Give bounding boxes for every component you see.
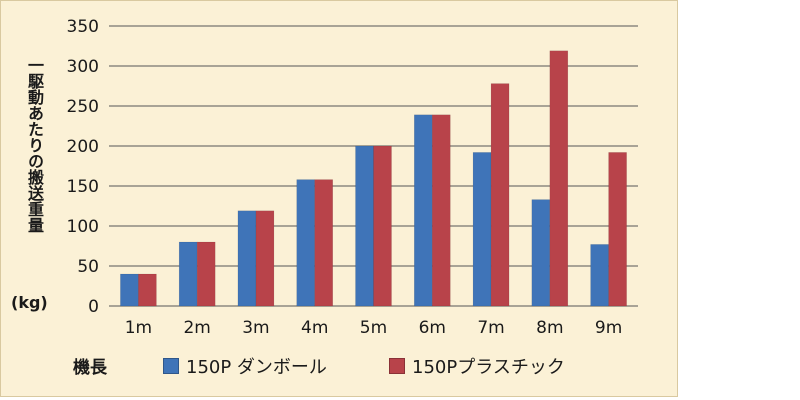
x-tick-label: 8m [536, 318, 563, 338]
bar-cardboard [237, 210, 257, 307]
x-tick-label: 1m [125, 318, 152, 338]
bar-cardboard [590, 244, 609, 307]
bar-cardboard [296, 179, 315, 307]
bar-cardboard [472, 152, 492, 307]
bar-plastic [490, 83, 510, 307]
y-axis-unit: (kg) [11, 293, 48, 312]
bar-plastic [196, 241, 216, 307]
chart-panel: 0 50 100 150 200 250 300 350 1m 2m 3m 4m 5m 6m 7m 8m 9m … [0, 0, 678, 397]
bar-plastic [549, 50, 569, 307]
bar-plastic [432, 114, 451, 307]
bar-cardboard [355, 145, 374, 307]
x-tick-label: 9m [595, 318, 622, 338]
legend-item-plastic: 150Pプラスチック [389, 353, 565, 379]
bar-cardboard [120, 273, 139, 307]
legend-label-cardboard: 150P ダンボール [186, 357, 327, 378]
y-tick-label: 200 [67, 137, 99, 157]
legend-swatch-plastic [389, 358, 405, 374]
y-tick-label: 0 [88, 297, 99, 317]
x-tick-label: 3m [242, 318, 269, 338]
x-tick-label: 2m [183, 318, 210, 338]
legend-label-plastic: 150Pプラスチック [412, 357, 565, 378]
bar-plastic [255, 210, 275, 307]
legend-swatch-cardboard [163, 358, 179, 374]
bar-cardboard [414, 114, 433, 307]
bar-plastic [373, 145, 392, 307]
y-tick-label: 50 [77, 257, 99, 277]
y-axis-label: 一駆動あたりの搬送重量 [25, 57, 44, 233]
bar-chart: 0 50 100 150 200 250 300 350 1m 2m 3m 4m 5m 6m 7m 8m 9m [67, 17, 638, 338]
y-tick-label: 350 [67, 17, 99, 37]
x-axis-label: 機長 [73, 358, 107, 378]
y-tick-label: 300 [67, 57, 99, 77]
bar-cardboard [178, 241, 198, 307]
x-tick-label: 5m [360, 318, 387, 338]
x-tick-label: 7m [477, 318, 504, 338]
bar-cardboard [531, 199, 551, 307]
bar-plastic [608, 152, 627, 307]
legend-item-cardboard: 150P ダンボール [163, 353, 327, 379]
bar-plastic [138, 273, 157, 307]
y-tick-label: 150 [67, 177, 99, 197]
x-tick-label: 4m [301, 318, 328, 338]
bar-plastic [314, 179, 333, 307]
y-tick-label: 100 [67, 217, 99, 237]
y-tick-label: 250 [67, 97, 99, 117]
x-tick-label: 6m [419, 318, 446, 338]
